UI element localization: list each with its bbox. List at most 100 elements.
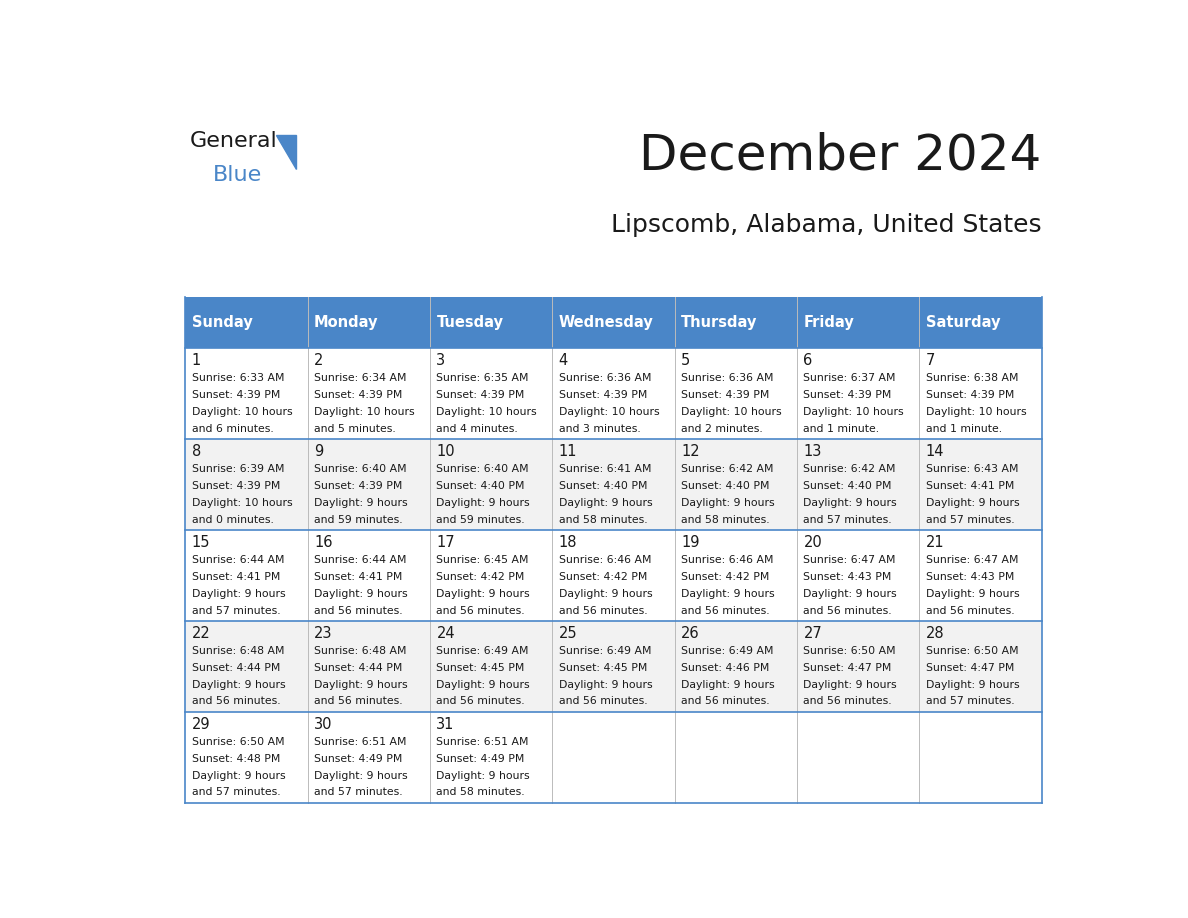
Text: Sunrise: 6:39 AM: Sunrise: 6:39 AM: [191, 465, 284, 475]
Text: Sunset: 4:39 PM: Sunset: 4:39 PM: [191, 481, 280, 491]
Text: 25: 25: [558, 626, 577, 641]
Text: Sunrise: 6:46 AM: Sunrise: 6:46 AM: [558, 555, 651, 565]
Text: Daylight: 10 hours: Daylight: 10 hours: [558, 407, 659, 417]
Text: Sunset: 4:49 PM: Sunset: 4:49 PM: [436, 754, 525, 764]
Text: Sunset: 4:45 PM: Sunset: 4:45 PM: [558, 663, 647, 673]
Text: Thursday: Thursday: [681, 316, 758, 330]
Text: and 3 minutes.: and 3 minutes.: [558, 424, 640, 434]
Text: 27: 27: [803, 626, 822, 641]
Text: Sunrise: 6:40 AM: Sunrise: 6:40 AM: [314, 465, 406, 475]
Text: Sunset: 4:39 PM: Sunset: 4:39 PM: [191, 390, 280, 400]
Text: Sunset: 4:44 PM: Sunset: 4:44 PM: [191, 663, 280, 673]
Text: Tuesday: Tuesday: [436, 316, 504, 330]
Text: Sunrise: 6:43 AM: Sunrise: 6:43 AM: [925, 465, 1018, 475]
Text: Sunset: 4:39 PM: Sunset: 4:39 PM: [803, 390, 892, 400]
Text: Sunset: 4:42 PM: Sunset: 4:42 PM: [436, 572, 525, 582]
Text: Sunday: Sunday: [191, 316, 253, 330]
Text: Sunset: 4:41 PM: Sunset: 4:41 PM: [191, 572, 280, 582]
Text: Sunset: 4:47 PM: Sunset: 4:47 PM: [925, 663, 1015, 673]
Bar: [185, 531, 1042, 621]
Text: 21: 21: [925, 535, 944, 550]
Bar: [185, 621, 1042, 712]
Text: and 4 minutes.: and 4 minutes.: [436, 424, 518, 434]
Text: and 1 minute.: and 1 minute.: [925, 424, 1001, 434]
Text: and 56 minutes.: and 56 minutes.: [558, 697, 647, 707]
Text: Lipscomb, Alabama, United States: Lipscomb, Alabama, United States: [611, 213, 1042, 237]
Text: Sunrise: 6:46 AM: Sunrise: 6:46 AM: [681, 555, 773, 565]
Text: Sunrise: 6:35 AM: Sunrise: 6:35 AM: [436, 374, 529, 384]
Text: Daylight: 9 hours: Daylight: 9 hours: [436, 588, 530, 599]
Text: Daylight: 10 hours: Daylight: 10 hours: [191, 498, 292, 508]
Text: Daylight: 9 hours: Daylight: 9 hours: [558, 498, 652, 508]
Text: 24: 24: [436, 626, 455, 641]
Text: and 57 minutes.: and 57 minutes.: [803, 515, 892, 525]
Text: 14: 14: [925, 444, 944, 459]
Text: Daylight: 9 hours: Daylight: 9 hours: [314, 679, 407, 689]
Text: Sunset: 4:49 PM: Sunset: 4:49 PM: [314, 754, 403, 764]
Text: Sunrise: 6:47 AM: Sunrise: 6:47 AM: [925, 555, 1018, 565]
Text: Sunset: 4:42 PM: Sunset: 4:42 PM: [558, 572, 647, 582]
Text: Sunset: 4:40 PM: Sunset: 4:40 PM: [436, 481, 525, 491]
Text: and 56 minutes.: and 56 minutes.: [803, 606, 892, 616]
Text: Blue: Blue: [213, 165, 263, 185]
Text: 2: 2: [314, 353, 323, 368]
Text: Daylight: 9 hours: Daylight: 9 hours: [191, 679, 285, 689]
Text: and 56 minutes.: and 56 minutes.: [558, 606, 647, 616]
Text: Sunset: 4:39 PM: Sunset: 4:39 PM: [925, 390, 1015, 400]
Text: Sunset: 4:45 PM: Sunset: 4:45 PM: [436, 663, 525, 673]
Text: Sunset: 4:41 PM: Sunset: 4:41 PM: [925, 481, 1015, 491]
Text: Sunset: 4:43 PM: Sunset: 4:43 PM: [925, 572, 1015, 582]
Text: Sunrise: 6:48 AM: Sunrise: 6:48 AM: [191, 646, 284, 656]
Text: Monday: Monday: [314, 316, 379, 330]
Text: and 56 minutes.: and 56 minutes.: [314, 697, 403, 707]
Text: Sunset: 4:40 PM: Sunset: 4:40 PM: [803, 481, 892, 491]
Text: 16: 16: [314, 535, 333, 550]
Text: and 56 minutes.: and 56 minutes.: [681, 697, 770, 707]
Text: and 56 minutes.: and 56 minutes.: [681, 606, 770, 616]
Text: Sunset: 4:44 PM: Sunset: 4:44 PM: [314, 663, 403, 673]
Text: 19: 19: [681, 535, 700, 550]
Bar: [675, 297, 797, 348]
Text: Daylight: 9 hours: Daylight: 9 hours: [436, 770, 530, 780]
Text: and 5 minutes.: and 5 minutes.: [314, 424, 396, 434]
Text: Daylight: 9 hours: Daylight: 9 hours: [925, 588, 1019, 599]
Bar: [920, 297, 1042, 348]
Text: 31: 31: [436, 717, 455, 732]
Text: Daylight: 9 hours: Daylight: 9 hours: [314, 588, 407, 599]
Text: and 56 minutes.: and 56 minutes.: [314, 606, 403, 616]
Text: 30: 30: [314, 717, 333, 732]
Text: 8: 8: [191, 444, 201, 459]
Text: Daylight: 10 hours: Daylight: 10 hours: [314, 407, 415, 417]
Text: and 56 minutes.: and 56 minutes.: [803, 697, 892, 707]
Text: Sunset: 4:48 PM: Sunset: 4:48 PM: [191, 754, 280, 764]
Text: 13: 13: [803, 444, 822, 459]
Text: Daylight: 9 hours: Daylight: 9 hours: [191, 588, 285, 599]
Text: and 56 minutes.: and 56 minutes.: [436, 697, 525, 707]
Text: 1: 1: [191, 353, 201, 368]
Text: Daylight: 9 hours: Daylight: 9 hours: [191, 770, 285, 780]
Text: 7: 7: [925, 353, 935, 368]
Text: Sunset: 4:43 PM: Sunset: 4:43 PM: [803, 572, 892, 582]
Text: General: General: [190, 131, 278, 151]
Text: Daylight: 9 hours: Daylight: 9 hours: [314, 770, 407, 780]
Text: and 2 minutes.: and 2 minutes.: [681, 424, 763, 434]
Text: Sunrise: 6:36 AM: Sunrise: 6:36 AM: [558, 374, 651, 384]
Bar: [552, 297, 675, 348]
Text: and 57 minutes.: and 57 minutes.: [925, 697, 1015, 707]
Text: 12: 12: [681, 444, 700, 459]
Text: Daylight: 9 hours: Daylight: 9 hours: [925, 679, 1019, 689]
Text: Sunrise: 6:48 AM: Sunrise: 6:48 AM: [314, 646, 406, 656]
Text: and 57 minutes.: and 57 minutes.: [925, 515, 1015, 525]
Text: Daylight: 9 hours: Daylight: 9 hours: [803, 679, 897, 689]
Text: Daylight: 9 hours: Daylight: 9 hours: [925, 498, 1019, 508]
Text: Sunrise: 6:49 AM: Sunrise: 6:49 AM: [558, 646, 651, 656]
Text: Sunrise: 6:51 AM: Sunrise: 6:51 AM: [436, 737, 529, 747]
Text: Sunset: 4:39 PM: Sunset: 4:39 PM: [681, 390, 770, 400]
Polygon shape: [276, 135, 296, 169]
Text: Sunrise: 6:50 AM: Sunrise: 6:50 AM: [803, 646, 896, 656]
Text: Daylight: 9 hours: Daylight: 9 hours: [558, 588, 652, 599]
Text: Daylight: 10 hours: Daylight: 10 hours: [681, 407, 782, 417]
Text: Sunrise: 6:42 AM: Sunrise: 6:42 AM: [681, 465, 773, 475]
Text: Sunset: 4:39 PM: Sunset: 4:39 PM: [314, 481, 403, 491]
Text: Sunset: 4:46 PM: Sunset: 4:46 PM: [681, 663, 770, 673]
